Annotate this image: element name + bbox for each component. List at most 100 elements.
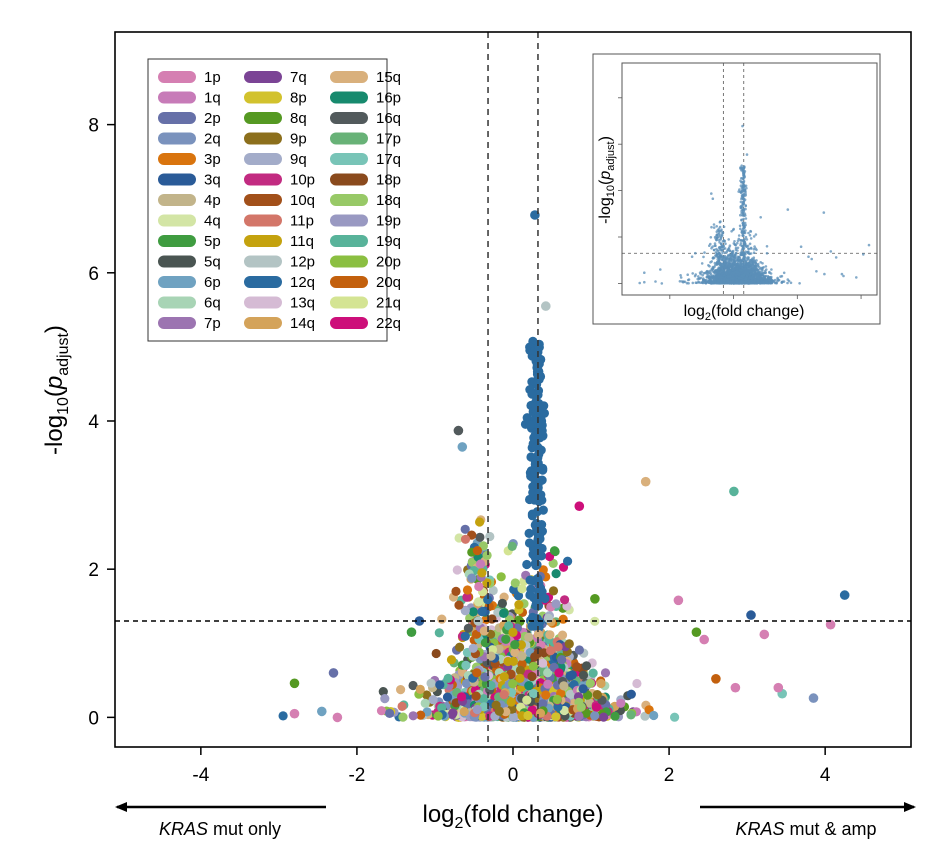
y-tick-label: 4 <box>88 412 99 433</box>
data-point <box>453 425 464 436</box>
data-point <box>522 695 532 705</box>
data-point <box>585 678 596 688</box>
data-point <box>545 630 555 640</box>
data-point <box>443 673 453 684</box>
data-point <box>467 573 477 583</box>
inset-point <box>703 251 706 254</box>
inset-point <box>727 263 730 267</box>
data-point <box>531 600 541 611</box>
inset-point <box>687 282 690 285</box>
inset-point <box>748 233 752 237</box>
inset-point <box>773 278 777 282</box>
data-point <box>420 698 430 708</box>
data-point <box>472 668 482 678</box>
data-point <box>508 627 518 638</box>
data-point <box>460 534 471 544</box>
inset-point <box>694 281 698 285</box>
data-point <box>537 543 547 554</box>
data-point <box>626 689 636 699</box>
legend-swatch <box>244 173 282 186</box>
inset-point <box>697 275 700 278</box>
legend-swatch <box>330 194 368 206</box>
data-point <box>557 655 567 665</box>
inset-point <box>711 268 715 271</box>
x-tick-label: 2 <box>664 765 675 786</box>
legend-swatch <box>158 173 196 186</box>
legend-label: 11q <box>290 233 314 250</box>
data-point <box>549 546 560 556</box>
data-point <box>416 710 426 720</box>
inset-point <box>638 281 641 285</box>
legend-label: 1p <box>204 69 221 86</box>
legend-swatch <box>330 112 368 124</box>
data-point <box>839 590 850 600</box>
data-point <box>551 712 561 722</box>
legend-label: 18q <box>376 192 401 209</box>
legend-label: 6p <box>204 274 221 291</box>
legend-label: 5q <box>204 254 221 271</box>
inset-point <box>691 281 695 285</box>
data-point <box>487 614 497 624</box>
x-axis-title: log2(fold change) <box>422 801 603 832</box>
legend-label: 12q <box>290 274 315 291</box>
data-point <box>437 614 447 624</box>
data-point <box>408 680 418 691</box>
data-point <box>564 639 574 649</box>
data-point <box>673 595 684 606</box>
data-point <box>463 623 473 633</box>
legend-label: 10p <box>290 172 315 189</box>
legend-label: 11p <box>290 213 314 230</box>
legend-swatch <box>158 235 196 247</box>
data-point <box>426 678 436 688</box>
x-axis: -4 -2 0 2 4 <box>192 747 831 786</box>
data-point <box>472 704 482 715</box>
data-point <box>531 560 541 571</box>
data-point <box>610 711 620 721</box>
legend-swatch <box>158 296 196 309</box>
data-point <box>808 693 819 703</box>
data-point <box>578 684 588 694</box>
data-point <box>473 597 484 607</box>
legend-swatch <box>330 235 368 247</box>
legend-label: 3q <box>204 172 221 189</box>
data-point <box>558 614 568 624</box>
data-point <box>548 558 558 569</box>
inset-point <box>753 245 756 248</box>
x-tick-label: -2 <box>348 765 365 786</box>
legend-swatch <box>158 132 196 145</box>
data-point <box>454 600 464 610</box>
data-point <box>691 627 702 637</box>
data-point <box>475 517 485 527</box>
data-point <box>626 710 636 720</box>
inset-point <box>747 231 750 235</box>
data-point <box>576 702 586 712</box>
data-point <box>431 648 441 659</box>
legend-label: 13q <box>290 295 315 312</box>
data-point <box>459 707 469 717</box>
data-point <box>515 665 526 676</box>
data-point <box>553 642 563 652</box>
legend-swatch <box>330 71 368 83</box>
data-point <box>397 701 407 712</box>
data-point <box>560 595 570 605</box>
legend-swatch <box>330 276 368 288</box>
legend-label: 9p <box>290 131 307 148</box>
data-point <box>508 679 518 689</box>
data-point <box>551 569 561 579</box>
data-point <box>474 581 484 592</box>
inset-plot: log2(fold change) -log10(padjust) <box>592 53 881 325</box>
legend-label: 5p <box>204 233 221 250</box>
data-point <box>452 565 462 575</box>
data-point <box>574 711 584 721</box>
legend-swatch <box>158 255 196 268</box>
data-point <box>506 697 516 707</box>
data-point <box>461 660 471 671</box>
legend-swatch <box>330 173 368 186</box>
data-point <box>600 668 611 678</box>
legend-swatch <box>158 71 196 83</box>
data-point <box>462 585 473 595</box>
data-point <box>499 672 509 682</box>
data-point <box>446 655 457 665</box>
inset-point <box>697 280 700 284</box>
data-point <box>477 568 487 578</box>
